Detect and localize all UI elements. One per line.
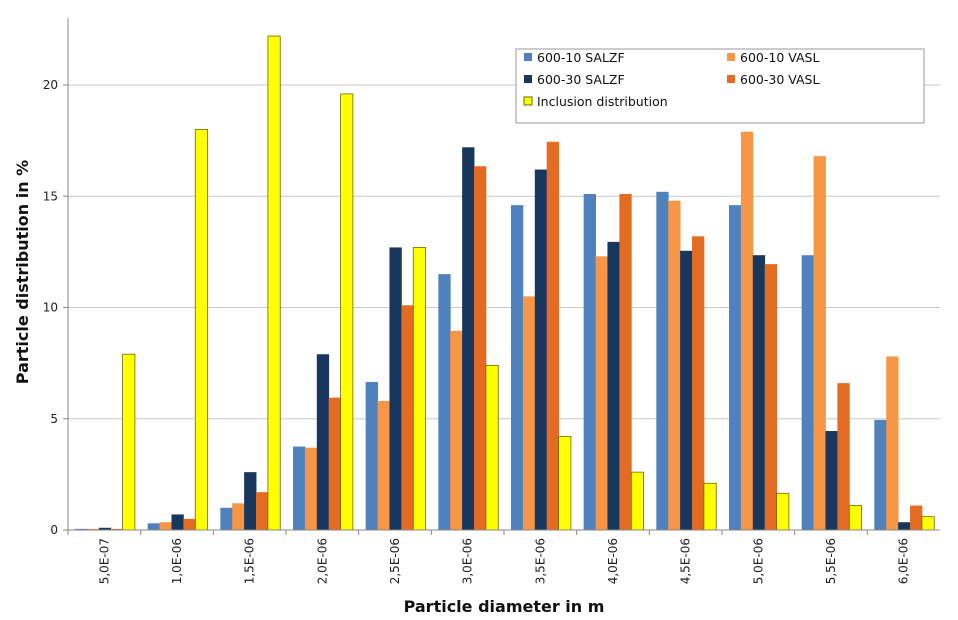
- bar: [692, 236, 705, 531]
- bar: [328, 397, 341, 530]
- bar: [837, 383, 850, 530]
- bar: [534, 169, 548, 531]
- bar: [607, 241, 620, 531]
- bar: [304, 447, 318, 530]
- bar: [412, 247, 426, 531]
- y-tick-label: 5: [50, 412, 58, 426]
- x-tick-label: 4,0E-06: [606, 538, 620, 584]
- bar: [110, 528, 123, 530]
- bar: [194, 129, 208, 531]
- bar: [450, 330, 463, 530]
- bar: [583, 194, 596, 530]
- legend-swatch: [727, 75, 735, 83]
- bar: [365, 382, 378, 530]
- y-tick-label: 10: [43, 301, 58, 315]
- legend-label: 600-10 VASL: [740, 50, 819, 65]
- bar: [244, 472, 257, 530]
- bar: [147, 523, 160, 530]
- bar: [122, 353, 136, 531]
- bar: [703, 482, 717, 531]
- legend-swatch: [523, 96, 533, 106]
- bar: [171, 514, 184, 530]
- bar: [729, 205, 742, 530]
- bar: [776, 492, 790, 531]
- bar: [595, 256, 608, 530]
- bar: [546, 141, 559, 531]
- legend-label: 600-30 SALZF: [537, 72, 625, 87]
- bar: [813, 156, 826, 530]
- bar: [619, 194, 632, 530]
- bar: [474, 166, 487, 530]
- x-tick-label: 3,0E-06: [461, 538, 475, 584]
- bar: [511, 205, 524, 530]
- x-tick-label: 5,0E-07: [97, 538, 111, 584]
- bar: [377, 400, 390, 530]
- legend-label: Inclusion distribution: [537, 94, 668, 109]
- bar: [921, 516, 935, 531]
- bar: [316, 354, 330, 530]
- bar: [668, 200, 681, 530]
- y-axis-title: Particle distribution in %: [13, 160, 32, 384]
- bar: [752, 255, 766, 530]
- bar: [910, 505, 923, 530]
- y-tick-label: 20: [43, 78, 58, 92]
- legend-label: 600-10 SALZF: [537, 50, 625, 65]
- x-tick-label: 4,5E-06: [679, 538, 693, 584]
- legend: 600-10 SALZF 600-10 VASL 600-30 SALZF 600-3…: [515, 48, 925, 124]
- legend-swatch: [727, 53, 735, 61]
- legend-swatch: [524, 53, 532, 61]
- legend-box: [515, 48, 925, 124]
- bar: [764, 264, 777, 530]
- x-tick-label: 5,0E-06: [751, 538, 765, 584]
- bar: [522, 296, 536, 530]
- bar: [825, 430, 838, 530]
- bar: [340, 93, 354, 531]
- x-tick-label: 2,0E-06: [315, 538, 329, 584]
- bar: [438, 274, 451, 530]
- bar: [462, 147, 475, 531]
- bar: [801, 255, 814, 530]
- bar: [401, 305, 414, 530]
- y-tick-label: 15: [43, 189, 58, 203]
- bar: [293, 446, 306, 530]
- bar: [740, 131, 754, 530]
- bar: [86, 528, 100, 530]
- x-tick-label: 5,5E-06: [824, 538, 838, 584]
- bar: [656, 191, 669, 531]
- bar: [485, 364, 499, 531]
- bar: [220, 507, 233, 530]
- bar: [75, 528, 88, 530]
- bar: [558, 436, 572, 531]
- bar: [159, 522, 172, 530]
- x-tick-label: 2,5E-06: [388, 538, 402, 584]
- x-tick-label: 1,5E-06: [243, 538, 257, 584]
- bar: [874, 419, 887, 530]
- bar: [886, 356, 899, 530]
- x-tick-label: 1,0E-06: [170, 538, 184, 584]
- x-tick-label: 6,0E-06: [897, 538, 911, 584]
- bar: [98, 527, 112, 530]
- x-tick-label: 3,5E-06: [533, 538, 547, 584]
- bar: [630, 471, 644, 531]
- bar: [898, 522, 911, 530]
- bar: [389, 247, 402, 531]
- x-axis-title: Particle diameter in m: [404, 597, 605, 616]
- legend-swatch: [524, 75, 532, 83]
- y-tick-label: 0: [50, 523, 58, 537]
- bar: [183, 518, 196, 530]
- bar: [267, 35, 281, 531]
- bar: [848, 505, 862, 531]
- bar: [256, 492, 269, 530]
- bar: [232, 503, 245, 530]
- bar: [680, 250, 693, 530]
- legend-label: 600-30 VASL: [740, 72, 819, 87]
